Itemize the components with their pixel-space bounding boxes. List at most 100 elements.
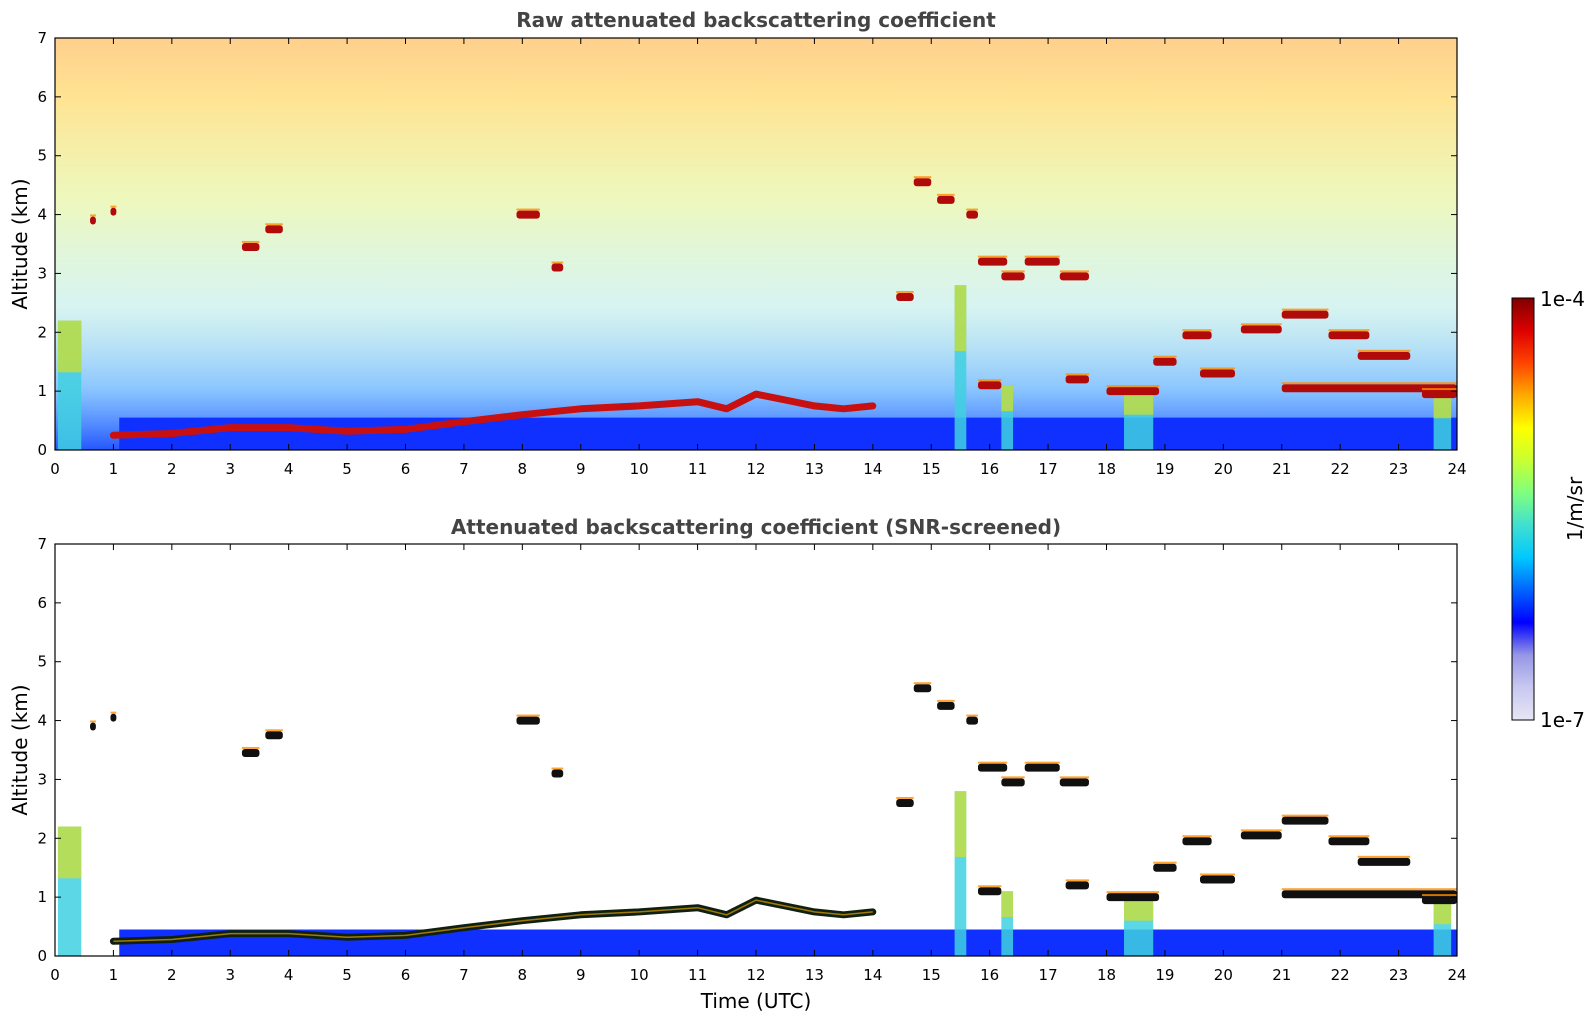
rain-column [954,791,967,956]
cloud-segment [1106,387,1160,396]
rain-column [1001,891,1014,956]
x-tick-label: 24 [1447,966,1466,984]
cloud-segment-edge [977,761,1008,764]
cloud-segment-edge [977,255,1008,258]
rain-column-top [57,826,82,879]
x-tick-label: 18 [1097,460,1116,478]
cloud-segment-edge [241,746,260,749]
cloud-segment-edge [1281,308,1329,311]
y-tick-label: 5 [37,147,47,165]
y-tick-label: 4 [37,712,47,730]
y-tick-label: 3 [37,770,47,788]
rain-column-top [1433,903,1452,925]
cloud-segment-edge [1153,861,1177,864]
cloud-segment-edge [1281,814,1329,817]
y-tick-label: 7 [37,535,47,553]
rain-column-top [1001,891,1014,918]
x-tick-label: 22 [1331,966,1350,984]
y-tick-label: 2 [37,323,47,341]
cloud-segment [1281,816,1329,825]
cloud-segment-edge [977,379,1002,382]
cloud-segment-edge [937,699,955,702]
x-axis: 0 1 2 3 4 5 6 7 8 9 10 11 12 13 14 15 16 17 18 19 20 21 22 23 24 [50,38,1467,478]
x-tick-label: 1 [109,460,119,478]
y-tick-label: 2 [37,829,47,847]
x-tick-label: 16 [980,966,999,984]
x-tick-label: 24 [1447,460,1466,478]
cloud-segment-edge [1281,888,1457,891]
chart-title: Raw attenuated backscattering coefficien… [516,8,996,32]
cloud-segment [1328,331,1370,340]
cloud-segment [1065,375,1089,384]
colorbar-min-label: 1e-7 [1540,708,1585,732]
x-tick-label: 0 [50,966,60,984]
y-tick-label: 6 [37,594,47,612]
cloud-segment-edge [1065,879,1089,882]
x-tick-label: 23 [1389,966,1408,984]
noise-background [55,38,1457,450]
y-tick-label: 6 [37,88,47,106]
rain-column-top [57,320,82,373]
cloud-segment-edge [977,885,1002,888]
cloud-segment [1281,890,1457,899]
x-tick-label: 11 [688,460,707,478]
x-tick-label: 2 [167,460,177,478]
y-tick-label: 4 [37,206,47,224]
cloud-segment [110,207,117,216]
cloud-segment [1065,881,1089,890]
cloud-segment-edge [896,290,914,293]
x-tick-label: 4 [284,966,294,984]
x-tick-label: 3 [225,460,235,478]
x-tick-label: 14 [863,966,882,984]
cloud-segment-edge [1024,255,1060,258]
cloud-segment-edge [1328,835,1370,838]
cloud-segment-edge [110,711,117,714]
cloud-segment [966,210,978,219]
cloud-segment [1024,257,1060,266]
cloud-segment [90,722,96,731]
cloud-segment [1199,875,1236,884]
cloud-segment [516,210,540,219]
cloud-segment [265,731,283,740]
x-tick-label: 16 [980,460,999,478]
cloud-segment-edge [1153,355,1177,358]
cloud-segment [1328,837,1370,846]
cloud-segment-edge [90,214,96,217]
cloud-segment [913,178,932,187]
cloud-segment-edge [551,261,564,264]
cloud-segment-edge [913,176,932,179]
plot-area [57,682,1457,956]
cloud-segment [1199,369,1236,378]
cloud-segment [1240,831,1282,840]
cloud-segment [1001,272,1025,281]
cloud-segment [966,716,978,725]
cloud-segment [977,257,1008,266]
cloud-segment [1106,893,1160,902]
x-tick-label: 15 [922,966,941,984]
raw-backscatter-panel: Raw attenuated backscattering coefficien… [8,8,1467,478]
boundary-layer-edge [113,899,873,943]
x-tick-label: 7 [459,966,469,984]
colorbar-gradient [1511,297,1535,721]
x-tick-label: 19 [1155,966,1174,984]
cloud-segment-edge [1421,894,1457,897]
y-tick-label: 0 [37,947,47,965]
y-tick-label: 3 [37,264,47,282]
x-tick-label: 12 [746,966,765,984]
cloud-segment [1281,384,1457,393]
cloud-segment-edge [937,193,955,196]
cloud-segment-edge [1059,270,1089,273]
cloud-segment [937,701,955,710]
cloud-segment [977,381,1002,390]
cloud-segment-edge [1182,835,1212,838]
cloud-segment [1153,863,1177,872]
x-tick-label: 21 [1272,460,1291,478]
rain-column-top [1001,385,1014,412]
rain-column-top [954,285,967,352]
x-tick-label: 13 [805,966,824,984]
cloud-segment-edge [1357,855,1411,858]
x-tick-label: 15 [922,460,941,478]
cloud-segment-edge [913,682,932,685]
rain-column-top [1124,391,1154,415]
cloud-segment-edge [1240,829,1282,832]
